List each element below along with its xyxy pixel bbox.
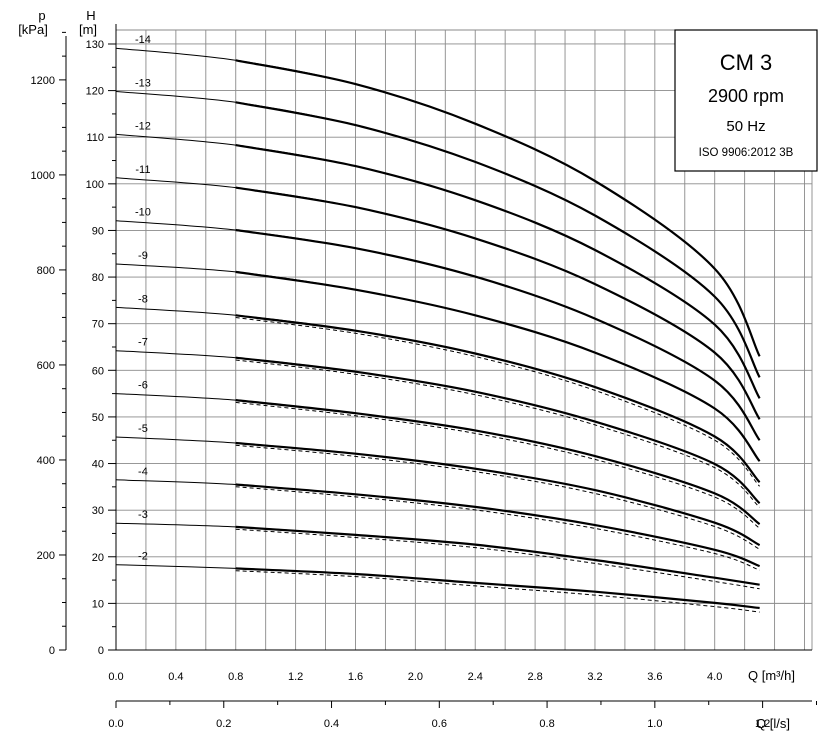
series-line-dashed <box>235 317 760 487</box>
h-axis-tick-label: 110 <box>86 132 104 144</box>
h-axis-tick-label: 100 <box>86 179 104 191</box>
series-line-dashed <box>235 486 760 571</box>
series-line <box>235 144 761 399</box>
x-axis-tick-label: 3.2 <box>587 671 602 683</box>
x-axis-tick-label: 0.4 <box>168 671 183 683</box>
curve-label: -2 <box>138 551 148 563</box>
x-axis-tick-label: 2.4 <box>468 671 483 683</box>
h-axis-tick-label: 50 <box>92 412 104 424</box>
speed-text: 2900 rpm <box>708 86 784 106</box>
p-axis-tick-label: 600 <box>37 360 55 372</box>
h-axis-symbol: H <box>86 8 95 23</box>
curve-label: -14 <box>135 34 151 46</box>
h-axis-tick-label: 90 <box>92 225 104 237</box>
series-line-thin <box>115 522 760 586</box>
series-line <box>235 228 761 441</box>
x2-axis-tick-label: 1.0 <box>647 718 662 730</box>
p-axis-tick-label: 1200 <box>31 75 55 87</box>
x2-axis-tick-label: 0.4 <box>324 718 339 730</box>
curve-label: -6 <box>138 380 148 392</box>
p-axis-unit: [kPa] <box>18 22 48 37</box>
series-line <box>235 356 761 505</box>
x-axis-tick-label: 3.6 <box>647 671 662 683</box>
h-axis-tick-label: 30 <box>92 505 104 517</box>
series-line-thin <box>115 479 760 567</box>
x-axis-tick-label: 1.2 <box>288 671 303 683</box>
h-axis-tick-label: 80 <box>92 272 104 284</box>
p-axis-tick-label: 1000 <box>31 170 55 182</box>
series-line-dashed <box>235 444 760 550</box>
series-line <box>235 186 761 420</box>
series-line <box>235 270 761 462</box>
h-axis-tick-label: 120 <box>86 86 104 98</box>
axes: 0 10 20 30 40 50 60 70 80 90 100 110 120 130 0 200 400 60… <box>31 24 817 730</box>
series-line-dashed <box>235 401 760 529</box>
series-line <box>235 101 761 378</box>
curve-label: -12 <box>135 120 151 132</box>
curve-label: -7 <box>138 337 148 349</box>
series-line-thin <box>115 436 760 546</box>
curve-label: -13 <box>135 78 151 90</box>
curve-label: -5 <box>138 423 148 435</box>
x-axis-tick-label: 1.6 <box>348 671 363 683</box>
series-line-thin <box>115 220 760 441</box>
x-axis-tick-label: 4.0 <box>707 671 722 683</box>
series-line-dashed <box>235 359 760 508</box>
curve-labels: -2 -3 -4 -5 -6 -7 -8 -9 -10 -11 -12 -13 -14 <box>135 34 151 563</box>
x2-axis-tick-label: 0.6 <box>432 718 447 730</box>
series-line-thin <box>115 263 760 462</box>
h-axis-tick-label: 10 <box>92 598 104 610</box>
x2-axis-tick-label: 0.0 <box>108 718 123 730</box>
series-line <box>235 483 760 568</box>
p-axis-tick-label: 200 <box>37 550 55 562</box>
series-line-thin <box>115 177 761 420</box>
info-box: CM 3 2900 rpm 50 Hz ISO 9906:2012 3B <box>674 29 818 172</box>
curve-label: -11 <box>135 164 150 176</box>
series-line <box>235 441 761 547</box>
series-line-thin <box>115 91 761 378</box>
standard-text: ISO 9906:2012 3B <box>699 147 794 159</box>
frequency-text: 50 Hz <box>726 118 765 135</box>
curve-label: -8 <box>138 293 148 305</box>
curve-label: -4 <box>138 466 148 478</box>
x-axis-tick-label: 2.0 <box>408 671 423 683</box>
series-line <box>235 525 760 586</box>
x2-axis-tick-label: 0.2 <box>216 718 231 730</box>
x-axis-tick-label: 0.0 <box>108 671 123 683</box>
x-axis-tick-label: 2.8 <box>527 671 542 683</box>
curve-label: -3 <box>138 509 148 521</box>
h-axis-tick-label: 60 <box>92 365 104 377</box>
h-axis-tick-label: 40 <box>92 459 104 471</box>
p-axis-symbol: p <box>38 8 45 23</box>
series-line <box>235 314 761 483</box>
h-axis-unit: [m] <box>79 22 97 37</box>
p-axis-tick-label: 0 <box>49 645 55 657</box>
series-line-thin <box>115 47 761 357</box>
series-line <box>235 59 761 357</box>
series-line-dashed <box>235 528 760 590</box>
series-line-dashed <box>235 570 760 613</box>
h-axis-tick-label: 130 <box>86 39 104 51</box>
series-line-thin <box>115 306 760 483</box>
h-axis-tick-label: 0 <box>98 645 104 657</box>
x-axis-label-ls: Q [l/s] <box>756 716 790 731</box>
x-axis-label-m3h: Q [m³/h] <box>748 668 795 683</box>
series-line <box>235 567 760 610</box>
p-axis-tick-label: 400 <box>37 455 55 467</box>
curve-label: -9 <box>138 250 148 262</box>
x2-axis-tick-label: 0.8 <box>539 718 554 730</box>
chart-title: CM 3 <box>720 50 773 75</box>
series-curves <box>115 47 761 613</box>
h-axis-tick-label: 20 <box>92 552 104 564</box>
series-line <box>235 399 761 526</box>
p-axis-tick-label: 800 <box>37 265 55 277</box>
h-axis-tick-label: 70 <box>92 319 104 331</box>
x-axis-tick-label: 0.8 <box>228 671 243 683</box>
curve-label: -10 <box>135 207 151 219</box>
x2-axis-tick-label: 1.2 <box>755 718 770 730</box>
